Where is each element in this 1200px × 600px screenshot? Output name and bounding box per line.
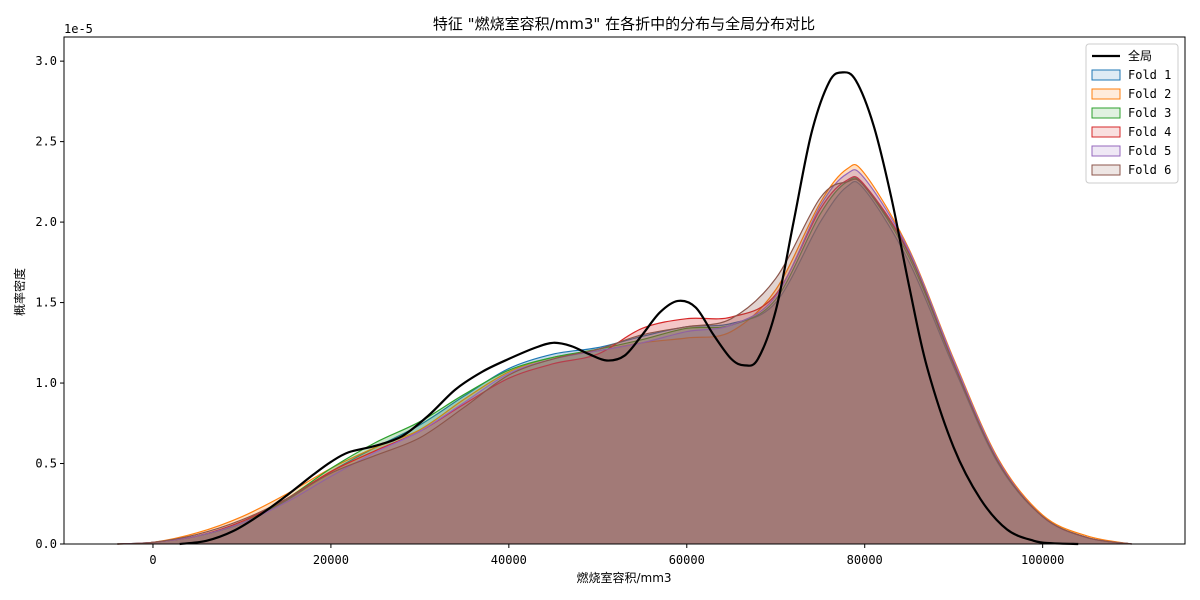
y-scale-label: 1e-5: [64, 22, 93, 36]
x-axis-ticks: 0 20000 40000 60000 80000 100000: [149, 544, 1064, 567]
global-line: [179, 71, 1079, 546]
fold-4-area: [117, 176, 1132, 544]
legend-swatch-fold-4: [1091, 126, 1121, 138]
x-tick-label: 80000: [847, 553, 883, 567]
y-tick-label: 0.5: [35, 457, 57, 471]
fold-6-line: [117, 178, 1132, 545]
chart-title: 特征 "燃烧室容积/mm3" 在各折中的分布与全局分布对比: [433, 15, 815, 33]
fold-6-area: [117, 179, 1132, 544]
legend-label: Fold 2: [1128, 87, 1171, 101]
y-tick-label: 2.5: [35, 135, 57, 149]
legend-label: Fold 5: [1128, 144, 1171, 158]
legend-label: 全局: [1128, 48, 1152, 63]
legend-swatch-fold-1: [1091, 69, 1121, 81]
legend-swatch-fold-2: [1091, 88, 1121, 100]
global-line-layer: [179, 71, 1079, 546]
legend-label: Fold 1: [1128, 68, 1171, 82]
y-tick-label: 2.0: [35, 215, 57, 229]
legend: 全局 Fold 1 Fold 2 Fold 3 Fold 4 Fold 5 Fold 6: [1085, 43, 1179, 184]
y-axis-ticks: 0.0 0.5 1.0 1.5 2.0 2.5 3.0: [35, 54, 64, 551]
y-tick-label: 3.0: [35, 54, 57, 68]
legend-swatch-fold-5: [1091, 145, 1121, 157]
x-tick-label: 40000: [491, 553, 527, 567]
plot-frame: [63, 36, 1186, 545]
x-tick-label: 0: [149, 553, 156, 567]
legend-label: Fold 4: [1128, 125, 1171, 139]
y-tick-label: 0.0: [35, 537, 57, 551]
x-tick-label: 100000: [1021, 553, 1064, 567]
legend-box: [1085, 43, 1179, 184]
x-tick-label: 60000: [669, 553, 705, 567]
x-tick-label: 20000: [313, 553, 349, 567]
fold-2-area: [117, 164, 1132, 544]
y-tick-label: 1.0: [35, 376, 57, 390]
fold-1-area: [117, 181, 1132, 544]
legend-label: Fold 6: [1128, 163, 1171, 177]
x-axis-label: 燃烧室容积/mm3: [576, 570, 671, 585]
legend-label: Fold 3: [1128, 106, 1171, 120]
fold-areas: [117, 163, 1132, 545]
legend-swatch-fold-6: [1091, 164, 1121, 176]
y-axis-label: 概率密度: [12, 268, 27, 316]
fold-5-line: [117, 169, 1132, 545]
legend-swatch-fold-3: [1091, 107, 1121, 119]
y-tick-label: 1.5: [35, 296, 57, 310]
